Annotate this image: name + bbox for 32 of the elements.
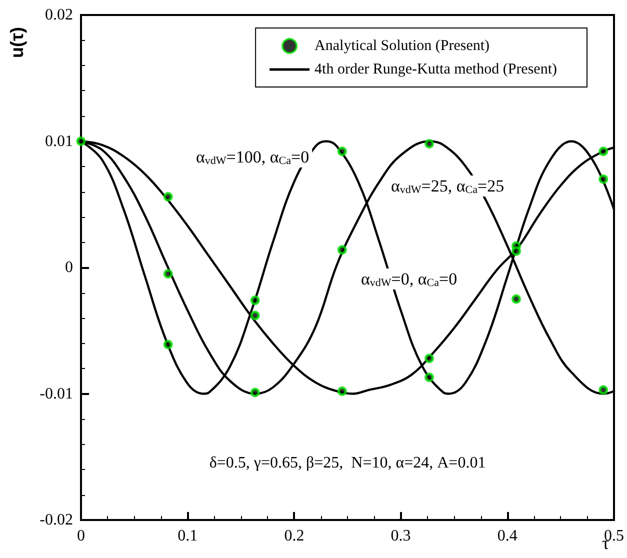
point bbox=[76, 136, 86, 146]
legend-label: Analytical Solution (Present) bbox=[314, 38, 490, 54]
point bbox=[424, 372, 434, 382]
point bbox=[598, 146, 608, 156]
point bbox=[598, 174, 608, 184]
point bbox=[250, 310, 260, 320]
x-tick-label: 0.4 bbox=[497, 528, 518, 544]
point bbox=[424, 139, 434, 149]
point bbox=[163, 192, 173, 202]
y-tick-label: 0 bbox=[65, 259, 73, 276]
point bbox=[512, 246, 521, 256]
x-tick-label: 0.2 bbox=[284, 528, 304, 544]
y-axis-title: u(τ) bbox=[7, 26, 27, 58]
legend-label: 4th order Runge-Kutta method (Present) bbox=[314, 62, 558, 78]
point bbox=[512, 294, 521, 304]
point bbox=[424, 354, 434, 364]
y-tick-label: -0.01 bbox=[40, 385, 73, 402]
point bbox=[337, 386, 347, 396]
y-tick-label: -0.02 bbox=[40, 512, 73, 528]
point bbox=[163, 269, 173, 279]
point bbox=[598, 385, 608, 395]
point bbox=[337, 245, 347, 255]
point bbox=[250, 388, 260, 398]
x-tick-label: 0.1 bbox=[178, 528, 198, 544]
y-tick-label: 0.01 bbox=[45, 132, 73, 150]
x-tick-label: 0.3 bbox=[390, 528, 411, 544]
y-tick-label: 0.02 bbox=[45, 6, 73, 24]
point bbox=[337, 146, 347, 156]
x-tick-label: 0 bbox=[77, 528, 85, 544]
point bbox=[163, 340, 173, 350]
annotation: δ=0.5, γ=0.65, β=25, N=10, α=24, A=0.01 bbox=[209, 454, 486, 472]
point bbox=[250, 296, 260, 306]
